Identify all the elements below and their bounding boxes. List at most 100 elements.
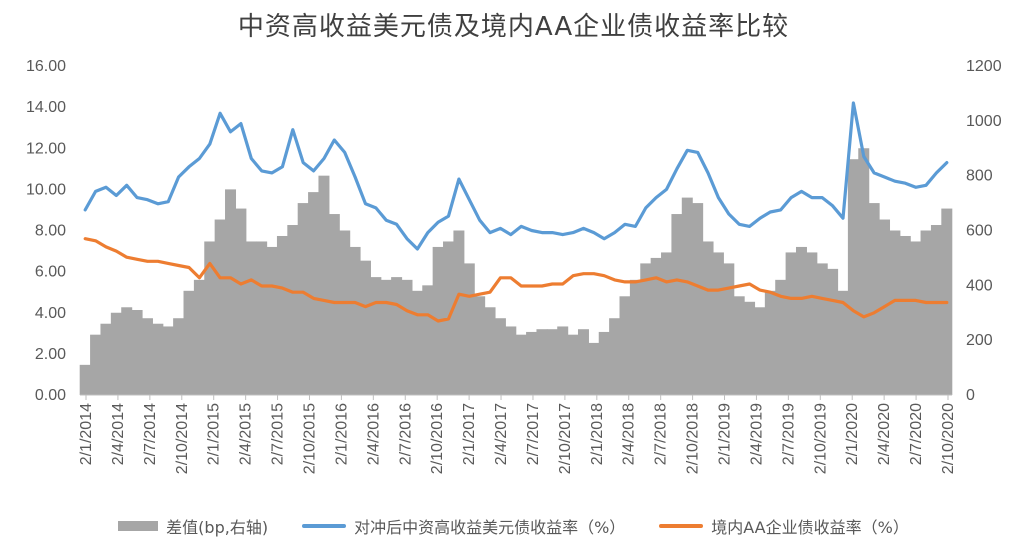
- data-point: [520, 225, 522, 228]
- legend-label-hedged-yield: 对冲后中资高收益美元债收益率（%）: [354, 518, 626, 537]
- x-tick-label: 2/10/2016: [429, 403, 446, 474]
- bar: [266, 246, 278, 395]
- data-point: [260, 170, 263, 172]
- bar: [764, 290, 776, 395]
- x-tick-label: 2/4/2020: [876, 403, 893, 465]
- data-point: [302, 291, 304, 293]
- x-tick-label: 2/4/2015: [238, 403, 255, 465]
- x-tick-label: 2/7/2016: [397, 403, 414, 465]
- data-point: [883, 176, 886, 178]
- y-left-tick-label: 8.00: [35, 223, 66, 240]
- legend-swatch-line2: [659, 524, 704, 528]
- bar: [629, 279, 641, 395]
- bar: [370, 277, 382, 395]
- legend-label-diff: 差值(bp,右轴): [166, 518, 269, 537]
- bar: [577, 329, 589, 395]
- x-tick-label: 2/7/2019: [780, 403, 797, 465]
- data-point: [935, 172, 938, 174]
- bar: [141, 318, 153, 395]
- bar: [546, 329, 558, 395]
- bar: [121, 307, 133, 395]
- data-point: [852, 309, 855, 312]
- bar: [806, 252, 818, 395]
- legend-item-aa-yield: 境内AA企业债收益率（%）: [659, 514, 909, 538]
- x-tick-label: 2/10/2015: [301, 403, 318, 474]
- x-tick-label: 2/4/2017: [493, 403, 510, 465]
- data-point: [759, 289, 761, 291]
- data-point: [177, 264, 180, 267]
- x-tick-label: 2/4/2016: [365, 403, 382, 465]
- bar: [318, 175, 330, 395]
- data-point: [759, 217, 761, 219]
- bar: [910, 241, 922, 395]
- data-point: [219, 276, 221, 279]
- x-tick-label: 2/7/2017: [525, 403, 542, 465]
- data-point: [354, 176, 356, 178]
- y-right-tick-label: 200: [966, 332, 993, 349]
- legend-swatch-bar: [118, 521, 159, 531]
- x-tick-label: 2/1/2017: [461, 403, 478, 465]
- data-point: [499, 227, 502, 230]
- data-point: [468, 295, 471, 298]
- data-point: [541, 285, 543, 287]
- data-point: [873, 311, 875, 314]
- data-point: [468, 198, 471, 201]
- bar: [391, 277, 403, 395]
- data-point: [157, 202, 159, 205]
- bar: [204, 241, 216, 395]
- data-point: [790, 196, 792, 199]
- data-point: [728, 287, 730, 289]
- data-point: [613, 231, 616, 234]
- bar: [754, 307, 766, 395]
- bar: [640, 263, 652, 395]
- bar: [245, 241, 257, 395]
- bar: [380, 279, 392, 395]
- data-point: [769, 291, 772, 293]
- data-point: [624, 223, 626, 226]
- x-tick-label: 2/1/2015: [206, 403, 223, 465]
- data-point: [406, 237, 408, 240]
- data-point: [323, 157, 325, 160]
- y-left-tick-label: 0.00: [35, 387, 66, 404]
- data-point: [343, 151, 346, 154]
- data-point: [644, 207, 647, 209]
- data-point: [748, 225, 751, 228]
- data-point: [769, 211, 772, 213]
- data-point: [478, 219, 481, 222]
- data-point: [281, 287, 284, 289]
- data-point: [292, 128, 294, 131]
- data-point: [686, 149, 689, 152]
- data-point: [364, 202, 367, 205]
- chart-title: 中资高收益美元债及境内AA企业债收益率比较: [237, 12, 790, 42]
- data-point: [188, 165, 190, 168]
- x-tick-label: 2/10/2019: [812, 403, 829, 474]
- data-point: [561, 283, 564, 285]
- x-tick-label: 2/1/2014: [78, 403, 95, 465]
- y-left-tick-label: 10.00: [26, 181, 66, 198]
- data-point: [115, 194, 118, 197]
- data-point: [696, 151, 699, 154]
- bar: [598, 331, 610, 395]
- data-point: [416, 248, 419, 250]
- data-point: [136, 258, 138, 261]
- data-point: [136, 196, 138, 199]
- bar: [287, 225, 299, 395]
- data-point: [676, 168, 678, 170]
- x-tick-label: 2/10/2020: [940, 403, 957, 474]
- data-point: [208, 262, 211, 265]
- bar: [775, 279, 787, 395]
- axes: 0.00 2.00 4.00 6.00 8.00 10.00 12.00 14.00 16.00…: [26, 58, 1002, 474]
- data-point: [364, 305, 367, 308]
- data-point: [250, 157, 253, 160]
- data-point: [811, 196, 813, 199]
- data-point: [146, 198, 149, 201]
- bar: [526, 331, 538, 395]
- bar: [827, 268, 839, 395]
- bar: [297, 203, 309, 395]
- legend-label-aa-yield: 境内AA企业债收益率（%）: [711, 518, 909, 537]
- data-point: [696, 285, 699, 287]
- bar: [744, 301, 756, 395]
- data-point: [323, 299, 325, 302]
- data-point: [437, 320, 439, 322]
- data-point: [779, 295, 782, 298]
